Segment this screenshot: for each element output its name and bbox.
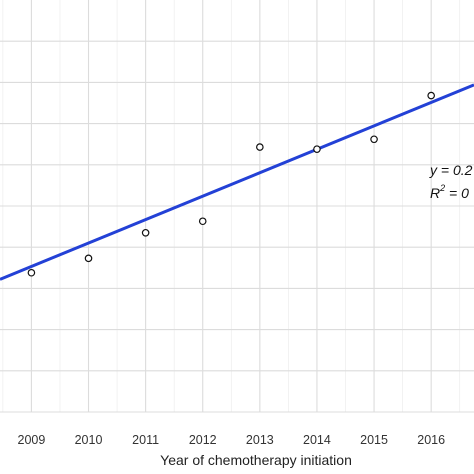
x-tick-label: 2016	[417, 433, 445, 447]
x-tick-label: 2012	[189, 433, 217, 447]
equation-label: y = 0.2	[429, 162, 473, 178]
x-tick-labels: 200920102011201220132014201520162017	[18, 433, 446, 447]
x-tick-label: 2010	[75, 433, 103, 447]
major-gridlines	[0, 0, 474, 413]
data-point	[256, 143, 264, 151]
data-point	[313, 145, 321, 153]
data-point	[141, 228, 150, 237]
data-point	[84, 254, 93, 263]
data-point	[198, 217, 207, 226]
data-point	[27, 268, 36, 277]
x-tick-label: 2009	[18, 433, 46, 447]
x-axis-title: Year of chemotherapy initiation	[160, 452, 352, 468]
x-tick-label: 2015	[360, 433, 388, 447]
data-points	[27, 91, 435, 277]
r-squared-label: R2 = 0	[430, 183, 469, 201]
data-point	[370, 135, 378, 144]
x-tick-label: 2011	[132, 433, 159, 447]
regression-line	[0, 83, 474, 281]
x-tick-label: 2013	[246, 433, 274, 447]
data-point	[427, 91, 435, 100]
x-tick-label: 2014	[303, 433, 331, 447]
